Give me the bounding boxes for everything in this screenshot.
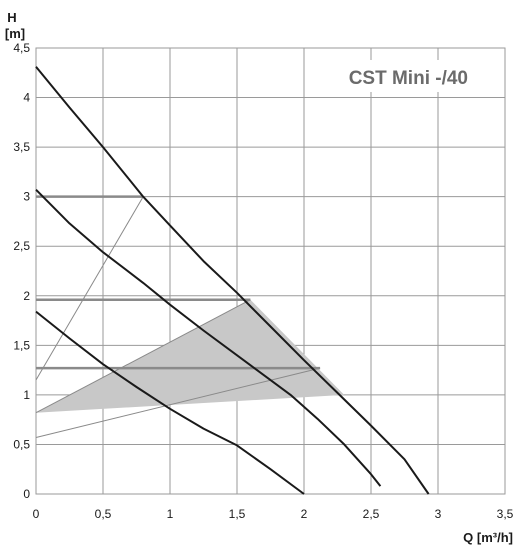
setpoint-lines bbox=[35, 195, 321, 438]
y-tick-label-5: 2,5 bbox=[13, 239, 30, 253]
setpoint-line-sloped-1 bbox=[35, 299, 251, 414]
y-tick-label-0: 0 bbox=[23, 487, 30, 501]
x-tick-label-7: 3,5 bbox=[497, 507, 514, 521]
chart-title-background bbox=[325, 60, 475, 92]
x-tick-label-3: 1,5 bbox=[229, 507, 246, 521]
y-tick-label-8: 4 bbox=[23, 91, 30, 105]
y-tick-label-4: 2 bbox=[23, 289, 30, 303]
pump-curve-2 bbox=[35, 310, 305, 495]
tick-labels: 0 0,5 1 1,5 2 2,5 3 3,5 0 0,5 1 1,5 2 2,5 3 3,5 4 4,5 bbox=[13, 41, 513, 521]
x-tick-label-2: 1 bbox=[167, 507, 174, 521]
x-tick-label-6: 3 bbox=[435, 507, 442, 521]
y-tick-label-1: 0,5 bbox=[13, 437, 30, 451]
y-tick-label-2: 1 bbox=[23, 388, 30, 402]
setpoint-line-sloped-2 bbox=[35, 367, 321, 438]
setpoint-line-sloped-0 bbox=[35, 196, 144, 381]
x-tick-label-5: 2,5 bbox=[363, 507, 380, 521]
y-tick-label-6: 3 bbox=[23, 190, 30, 204]
plot-frame bbox=[35, 47, 506, 495]
shaded-operating-area bbox=[36, 299, 345, 413]
y-tick-label-3: 1,5 bbox=[13, 338, 30, 352]
operating-region bbox=[36, 299, 345, 413]
pump-curve-0 bbox=[35, 66, 430, 495]
chart-title: CST Mini -/40 bbox=[349, 68, 468, 89]
x-tick-label-1: 0,5 bbox=[95, 507, 112, 521]
y-axis-label-line1: H bbox=[7, 10, 16, 25]
pump-curve-1 bbox=[35, 188, 382, 487]
y-tick-label-9: 4,5 bbox=[13, 41, 30, 55]
x-axis-label: Q [m³/h] bbox=[463, 530, 513, 545]
x-tick-label-4: 2 bbox=[301, 507, 308, 521]
pump-curves bbox=[35, 66, 430, 495]
grid bbox=[35, 47, 506, 495]
x-tick-label-0: 0 bbox=[33, 507, 40, 521]
y-axis-label-line2: [m] bbox=[5, 26, 25, 41]
y-tick-label-7: 3,5 bbox=[13, 140, 30, 154]
